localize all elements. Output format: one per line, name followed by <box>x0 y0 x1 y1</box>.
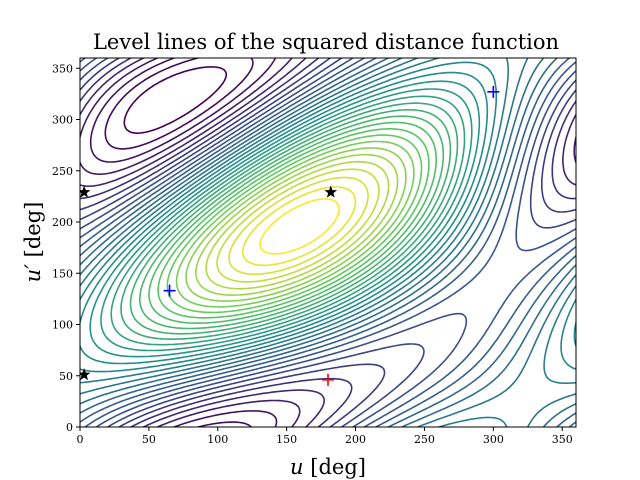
contour-level-line <box>259 198 340 255</box>
contour-level-line <box>110 95 466 346</box>
x-tick-label: 250 <box>414 433 435 446</box>
contour-level-line <box>129 109 452 335</box>
contour-level-line <box>123 66 228 134</box>
critical-point-markers <box>80 85 500 386</box>
contour-level-line <box>148 121 437 324</box>
x-tick-label: 150 <box>276 433 297 446</box>
contour-level-line <box>120 102 459 340</box>
x-tick-label: 200 <box>345 433 366 446</box>
contour-level-line <box>89 80 481 358</box>
y-axis-label: u′ [deg] <box>21 202 45 283</box>
saddle-3-marker <box>324 185 338 198</box>
x-tick-label: 100 <box>207 433 228 446</box>
y-axis-ticks: 0 50 100 150 200 250 300 350 <box>52 62 80 434</box>
contour-lines <box>80 58 576 427</box>
contour-level-line <box>228 176 369 275</box>
x-axis-ticks: 0 50 100 150 200 250 300 350 <box>77 427 573 446</box>
y-tick-label: 150 <box>52 267 73 280</box>
contour-level-line <box>205 160 390 290</box>
x-axis-unit: [deg] <box>304 455 366 479</box>
contour-level-line <box>157 128 430 319</box>
x-tick-label: 0 <box>77 433 84 446</box>
y-axis-variable: u′ <box>21 264 45 283</box>
contour-level-line <box>80 58 576 427</box>
y-tick-label: 50 <box>59 370 73 383</box>
y-tick-label: 0 <box>66 421 73 434</box>
minimum-1-marker <box>163 284 176 297</box>
contour-level-line <box>216 168 380 283</box>
chart-title: Level lines of the squared distance func… <box>93 30 559 54</box>
contour-level-line <box>242 186 357 267</box>
y-axis-unit: [deg] <box>21 202 45 264</box>
contour-level-line <box>166 134 423 314</box>
y-tick-label: 350 <box>52 62 73 75</box>
contour-level-line <box>185 147 407 302</box>
y-tick-label: 300 <box>52 114 73 127</box>
x-axis-variable: u <box>290 455 304 479</box>
contour-level-line <box>175 140 415 308</box>
x-tick-label: 50 <box>142 433 156 446</box>
minimum-2-marker <box>487 85 500 98</box>
contour-level-line <box>80 58 576 427</box>
x-tick-label: 300 <box>483 433 504 446</box>
contour-level-line <box>195 153 399 296</box>
plot-frame <box>79 57 577 428</box>
y-tick-label: 100 <box>52 319 73 332</box>
x-tick-label: 350 <box>552 433 573 446</box>
contour-level-line <box>139 115 445 330</box>
maximum-marker <box>322 373 334 386</box>
contour-level-line <box>80 61 576 373</box>
y-tick-label: 200 <box>52 216 73 229</box>
x-axis-label: u [deg] <box>290 455 366 479</box>
contour-level-line <box>100 88 473 352</box>
contour-level-line <box>80 58 576 427</box>
y-tick-label: 250 <box>52 165 73 178</box>
